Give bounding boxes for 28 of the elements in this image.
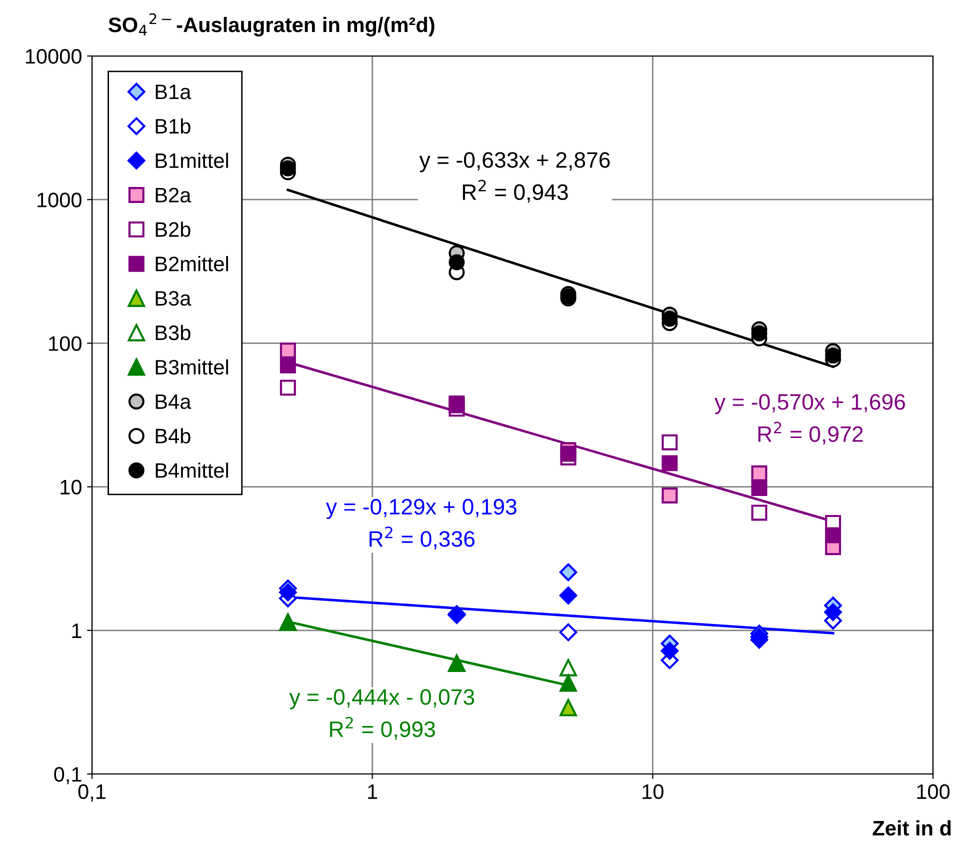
y-tick-label: 10: [60, 480, 82, 495]
legend-label: B2a: [156, 188, 192, 203]
legend-label: B1a: [156, 84, 192, 100]
legend-label: B2b: [156, 222, 190, 237]
annotation: y = -0,633x + 2,876 R$^{2}$ = 0,943: [419, 152, 610, 203]
legend-label: B3mittel: [156, 359, 228, 375]
legend-label: B2mittel: [156, 256, 228, 272]
annotation: y = -0,129x + 0,193 R$^{2}$ = 0,336: [326, 498, 516, 550]
legend-label: B4b: [156, 428, 190, 444]
x-axis-title: Zeit in d: [872, 820, 951, 836]
legend-label: B1b: [156, 118, 190, 134]
chart-title: SO$_{4}$$^{2−}$-Auslaugraten in mg/(m²d): [108, 13, 434, 36]
legend-label: B3a: [156, 291, 192, 306]
x-tick-label: 100: [917, 784, 950, 800]
legend-label: B3b: [156, 324, 190, 340]
y-tick-label: 10000: [26, 49, 82, 64]
y-tick-label: 1000: [38, 192, 82, 208]
legend-label: B1mittel: [156, 152, 228, 168]
annotation: y = -0,444x - 0,073 R$^{2}$ = 0,993: [289, 689, 474, 740]
x-tick-label: 1: [368, 784, 378, 799]
legend-label: B4mittel: [156, 462, 228, 478]
y-tick-label: 100: [49, 336, 82, 351]
y-tick-label: 0,1: [54, 767, 82, 784]
y-tick-label: 1: [72, 624, 82, 638]
x-tick-label: 10: [642, 784, 664, 800]
x-tick-label: 0,1: [78, 784, 106, 802]
annotation: y = -0,570x + 1,696 R$^{2}$ = 0,972: [714, 394, 905, 445]
legend-label: B4a: [156, 394, 192, 410]
